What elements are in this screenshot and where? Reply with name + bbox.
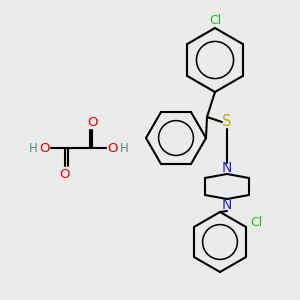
Text: H: H — [28, 142, 38, 154]
Text: Cl: Cl — [250, 217, 262, 230]
Text: S: S — [222, 115, 232, 130]
Text: N: N — [222, 161, 232, 175]
Text: O: O — [107, 142, 117, 154]
Text: N: N — [222, 198, 232, 212]
Text: Cl: Cl — [209, 14, 221, 26]
Text: O: O — [40, 142, 50, 154]
Text: H: H — [120, 142, 128, 154]
Text: O: O — [60, 167, 70, 181]
Text: O: O — [87, 116, 97, 128]
